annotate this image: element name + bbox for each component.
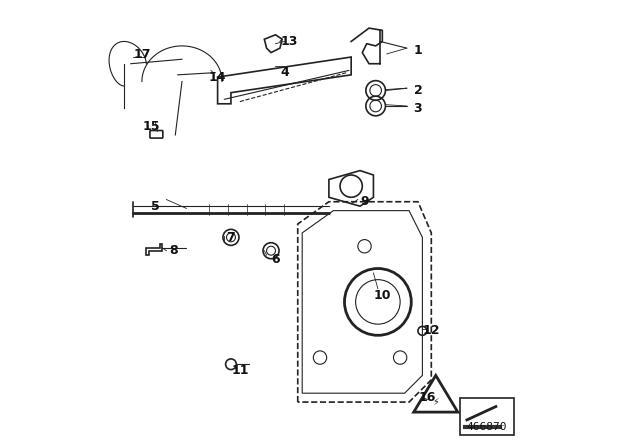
- Text: 17: 17: [133, 48, 150, 61]
- Text: 466870: 466870: [467, 422, 508, 431]
- Text: 4: 4: [280, 66, 289, 79]
- Text: 13: 13: [280, 35, 298, 48]
- Text: ⚡: ⚡: [433, 397, 439, 407]
- Text: 1: 1: [413, 44, 422, 57]
- Text: 11: 11: [231, 364, 248, 377]
- Text: 10: 10: [374, 289, 391, 302]
- Text: 8: 8: [169, 244, 177, 257]
- Text: 9: 9: [360, 195, 369, 208]
- Text: 12: 12: [422, 324, 440, 337]
- Text: 16: 16: [418, 391, 436, 404]
- Bar: [460, 398, 514, 435]
- Text: 3: 3: [413, 102, 422, 115]
- Text: 7: 7: [227, 231, 236, 244]
- Text: 5: 5: [151, 200, 159, 213]
- Text: 14: 14: [209, 71, 227, 84]
- Text: 6: 6: [271, 253, 280, 266]
- Text: 15: 15: [142, 120, 159, 133]
- Text: 2: 2: [413, 84, 422, 97]
